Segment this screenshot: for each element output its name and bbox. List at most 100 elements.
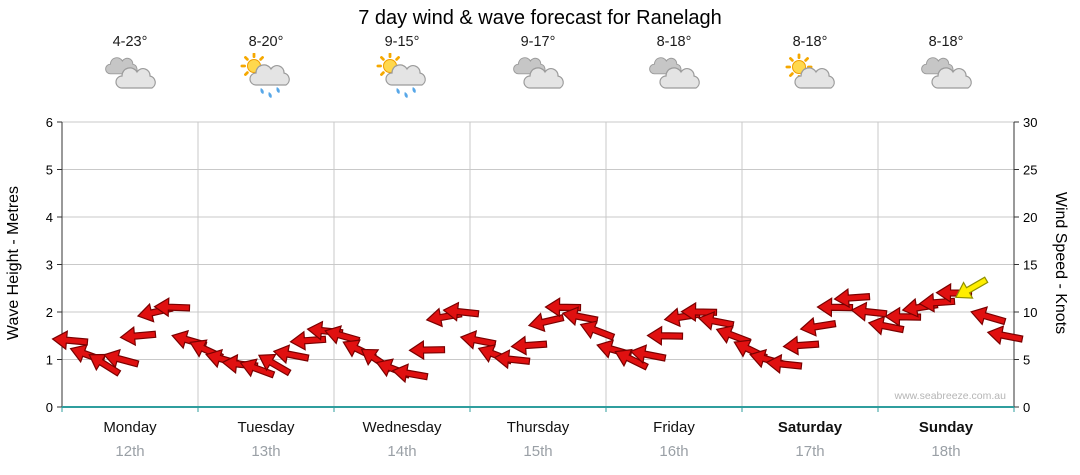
wind-arrow: [88, 353, 122, 377]
wind-arrow: [986, 325, 1024, 346]
right-tick-label: 5: [1023, 353, 1030, 368]
wind-arrow: [765, 353, 803, 374]
wind-arrow: [782, 335, 820, 356]
weather-icon-cloudy: [105, 57, 156, 89]
day-date-label: 18th: [931, 443, 960, 460]
right-tick-label: 20: [1023, 210, 1037, 225]
wind-arrow: [970, 306, 1007, 326]
left-tick-label: 4: [46, 210, 53, 225]
cloud-icon: [659, 67, 700, 89]
wind-arrow: [272, 344, 310, 365]
wind-arrow: [493, 349, 531, 370]
right-tick-label: 15: [1023, 258, 1037, 273]
left-tick-label: 5: [46, 163, 53, 178]
weather-icon-cloudy: [649, 57, 700, 89]
day-temp-range: 8-18°: [928, 34, 964, 50]
wind-arrow: [442, 301, 480, 322]
raindrop-icon: [276, 87, 280, 93]
wind-arrow: [697, 310, 735, 331]
wind-arrow: [153, 297, 191, 318]
wind-arrow: [561, 306, 599, 327]
wind-arrow: [544, 297, 582, 318]
left-tick-label: 1: [46, 353, 53, 368]
wind-arrow: [239, 358, 276, 379]
right-tick-label: 25: [1023, 163, 1037, 178]
right-tick-label: 0: [1023, 400, 1030, 415]
wind-arrow: [867, 315, 905, 336]
day-date-label: 15th: [523, 443, 552, 460]
cloud-icon: [523, 67, 564, 89]
wind-arrow: [614, 348, 649, 371]
wind-arrow: [103, 348, 140, 369]
wind-arrow: [289, 330, 327, 351]
cloud-icon: [794, 67, 835, 89]
left-tick-label: 6: [46, 115, 53, 130]
wind-arrow: [799, 316, 837, 337]
wind-arrow: [391, 363, 429, 384]
wind-arrow: [257, 353, 292, 377]
wind-arrow: [510, 335, 548, 356]
day-header: 9-15°: [334, 34, 470, 104]
watermark: www.seabreeze.com.au: [894, 390, 1007, 402]
wind-arrow: [850, 301, 888, 322]
weather-icon-sun-rain: [376, 53, 426, 98]
day-date-label: 16th: [659, 443, 688, 460]
day-temp-range: 9-17°: [520, 34, 556, 50]
day-date-label: 17th: [795, 443, 824, 460]
day-header: 8-18°: [878, 34, 1014, 104]
day-header: 8-18°: [742, 34, 878, 104]
day-header: 9-17°: [470, 34, 606, 104]
right-tick-label: 10: [1023, 305, 1037, 320]
cloud-icon: [249, 64, 290, 86]
page-title: 7 day wind & wave forecast for Ranelagh: [358, 7, 722, 29]
latest-wind-arrow: [954, 276, 989, 299]
wind-arrow: [646, 325, 684, 346]
weather-icon-cloudy: [921, 57, 972, 89]
wind-arrow: [119, 326, 157, 347]
raindrop-icon: [260, 88, 264, 94]
cloud-icon: [115, 67, 156, 89]
day-name-label: Friday: [653, 419, 695, 436]
day-temp-range: 8-18°: [792, 34, 828, 50]
raindrop-icon: [404, 92, 408, 98]
left-tick-label: 2: [46, 305, 53, 320]
weather-icon-cloudy: [513, 57, 564, 89]
day-date-label: 13th: [251, 443, 280, 460]
day-date-label: 14th: [387, 443, 416, 460]
wind-arrow: [629, 344, 667, 365]
day-header: 8-18°: [606, 34, 742, 104]
left-tick-label: 3: [46, 258, 53, 273]
day-name-label: Tuesday: [238, 419, 295, 436]
wind-arrow: [51, 330, 89, 351]
right-tick-label: 30: [1023, 115, 1037, 130]
raindrop-icon: [396, 88, 400, 94]
wind-arrow: [324, 325, 361, 345]
weather-icon-partly-cloudy: [785, 53, 835, 89]
day-name-label: Sunday: [919, 419, 974, 436]
left-tick-label: 0: [46, 400, 53, 415]
wind-arrow: [715, 325, 752, 346]
wind-arrow: [680, 301, 718, 323]
weather-icon-sun-rain: [240, 53, 290, 98]
raindrop-icon: [412, 87, 416, 93]
day-temp-range: 9-15°: [384, 34, 420, 50]
day-name-label: Thursday: [507, 419, 570, 436]
cloud-icon: [385, 64, 426, 86]
wind-arrow: [459, 329, 497, 350]
day-date-label: 12th: [115, 443, 144, 460]
cloud-icon: [931, 67, 972, 89]
day-temp-range: 8-18°: [656, 34, 692, 50]
wind-arrow: [408, 339, 446, 361]
day-name-label: Monday: [103, 419, 157, 436]
raindrop-icon: [268, 92, 272, 98]
day-temp-range: 4-23°: [112, 34, 148, 50]
day-name-label: Saturday: [778, 419, 843, 436]
day-header: 8-20°: [198, 34, 334, 104]
day-name-label: Wednesday: [363, 419, 442, 436]
day-temp-range: 8-20°: [248, 34, 284, 50]
day-header: 4-23°: [62, 34, 198, 104]
wind-arrow: [833, 287, 871, 309]
wind-arrow: [579, 320, 616, 341]
